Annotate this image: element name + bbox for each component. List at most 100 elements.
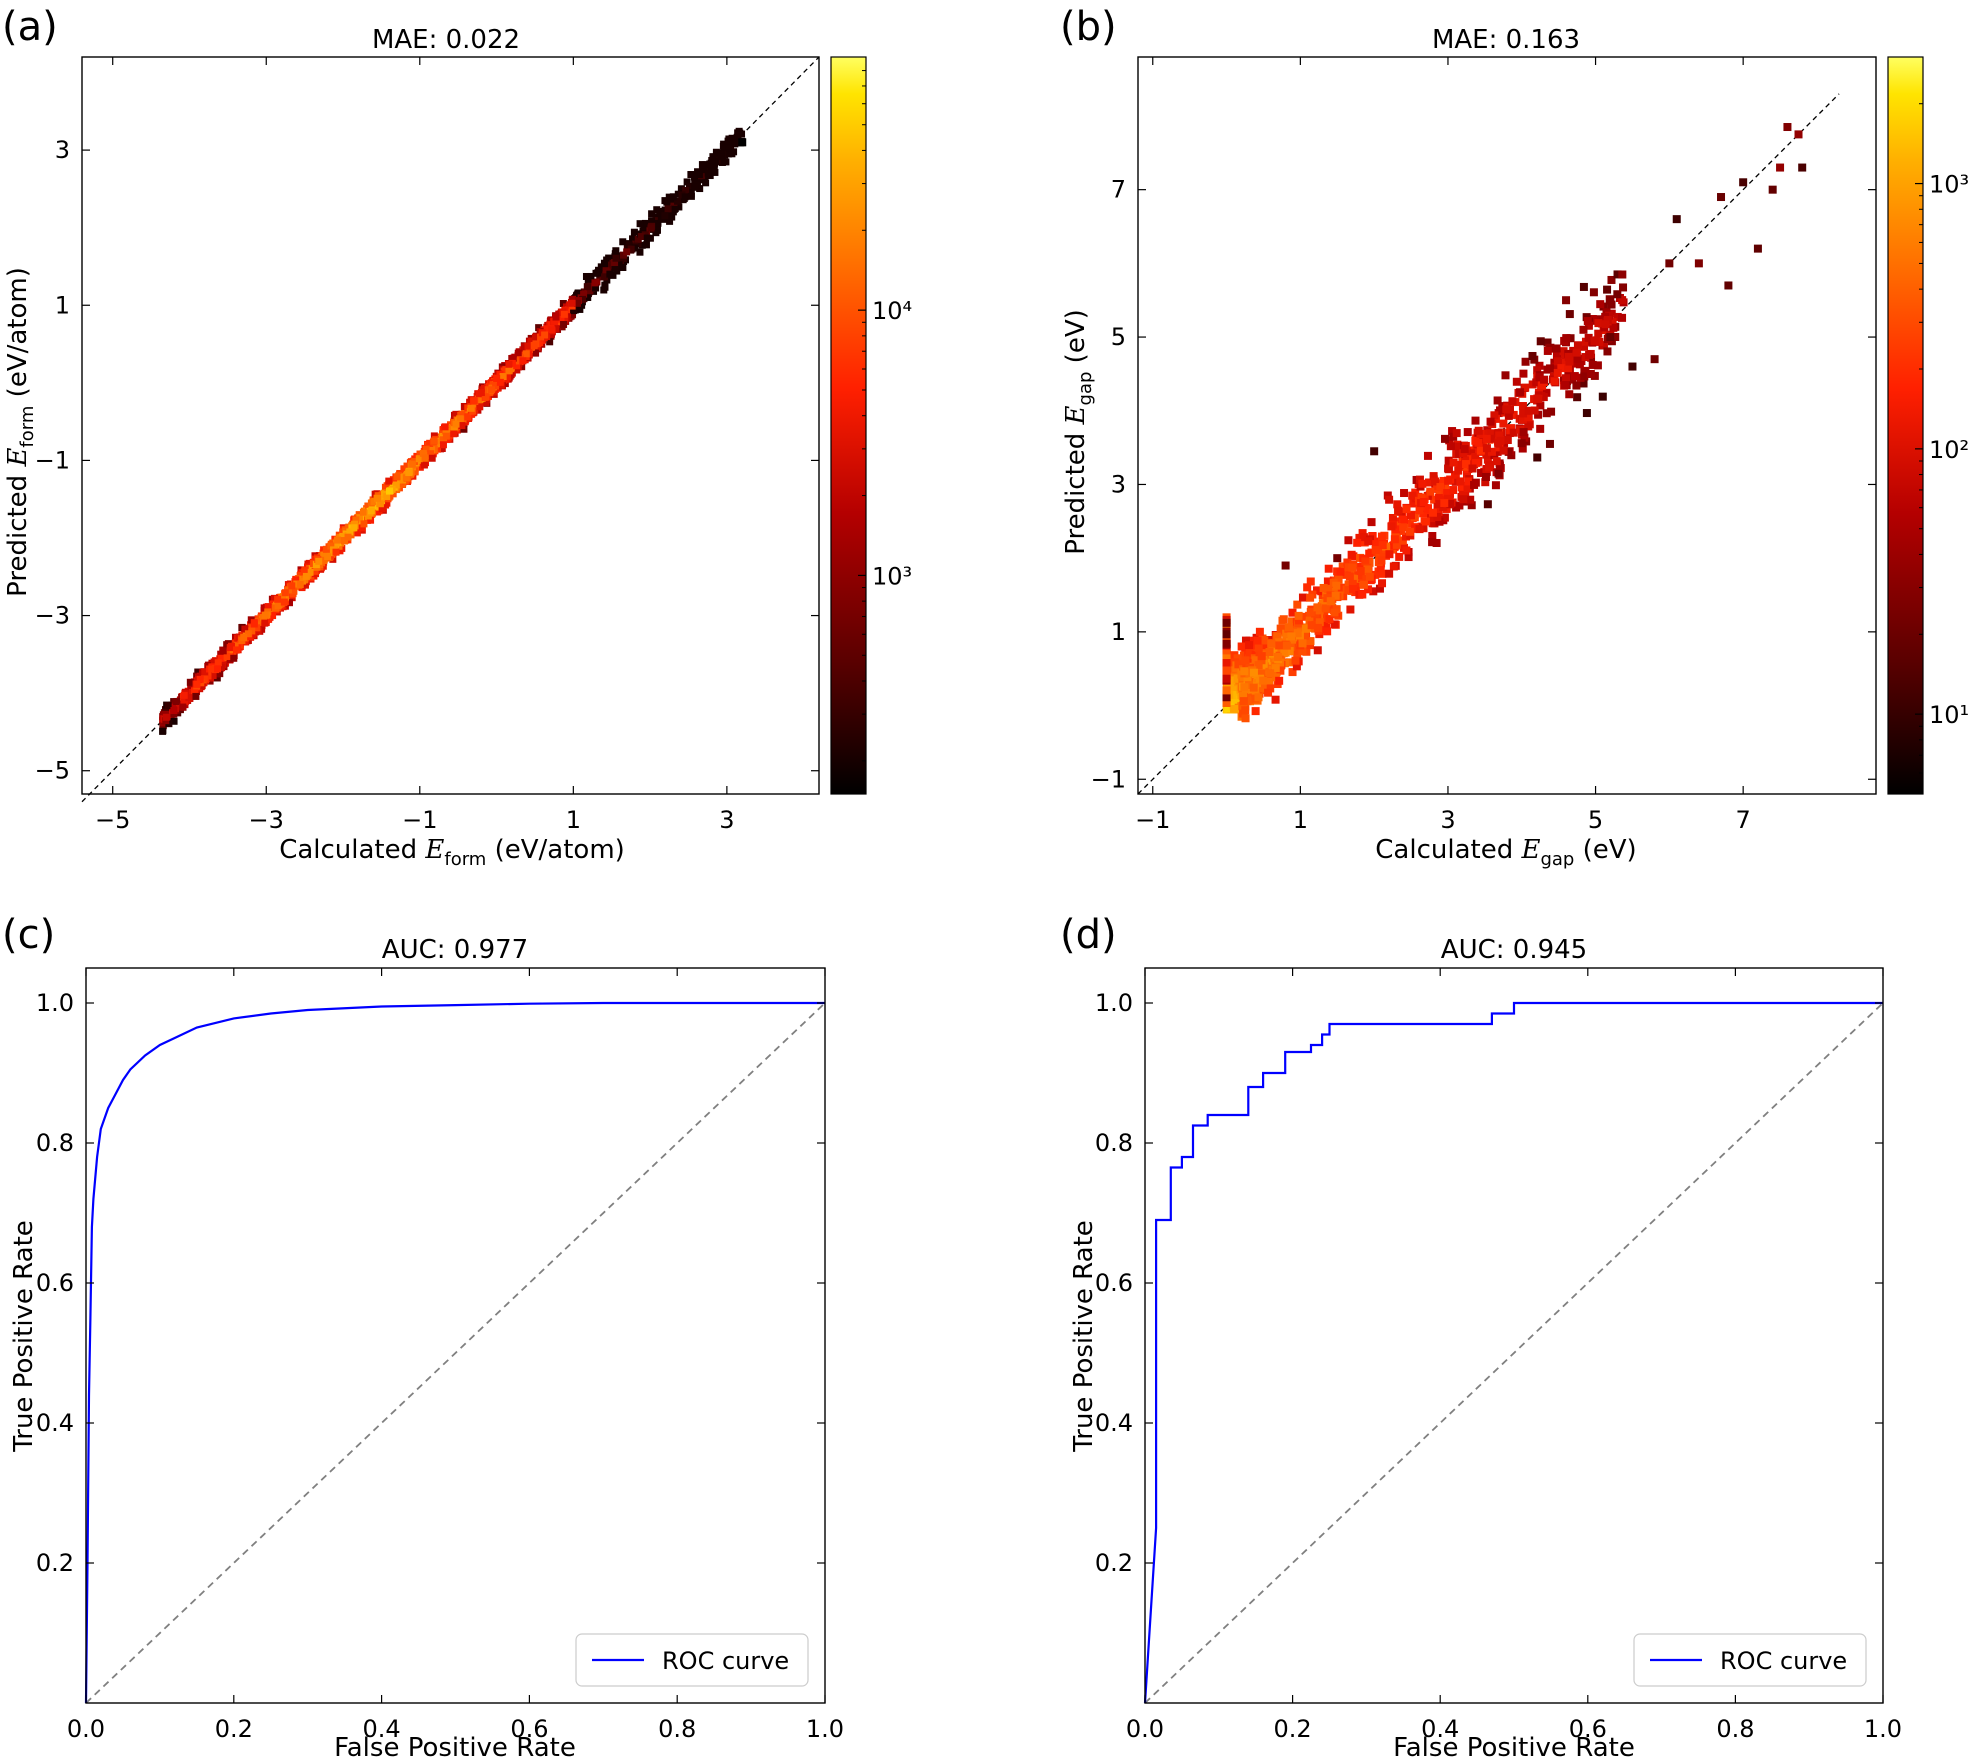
panel-b-hexbin: [1753, 244, 1762, 253]
panel-b-hexbin: [1519, 409, 1528, 418]
panel-c-legend: ROC curve: [575, 1633, 809, 1687]
panel-a-hexbin: [551, 317, 559, 325]
panel-c-ytick-label: 0.2: [36, 1549, 74, 1577]
panel-a-hexbin: [240, 634, 248, 642]
panel-b-hexbin: [1603, 347, 1612, 356]
panel-b-hexbin: [1476, 446, 1485, 455]
panel-b-hexbin: [1415, 506, 1424, 515]
panel-a-hexbin: [341, 537, 349, 545]
panel-b-hexbin: [1562, 374, 1571, 383]
panel-b-hexbin: [1375, 550, 1384, 559]
panel-a-hexbin: [661, 212, 669, 220]
panel-a-hexbin: [482, 393, 490, 401]
panel-a-hexbin: [359, 508, 367, 516]
panel-a-hexbin: [738, 138, 747, 147]
panel-a-hexbin: [416, 463, 424, 471]
panel-a-hexbin: [671, 205, 679, 213]
panel-b-hexbin: [1253, 636, 1262, 645]
panel-a-hexbin: [462, 409, 470, 417]
panel-b-hexbin: [1239, 692, 1248, 701]
panel-a-hexbin: [514, 349, 522, 357]
panel-b-hexbin: [1502, 405, 1511, 414]
panel-a-hexbin: [218, 664, 226, 672]
panel-b-hexbin: [1254, 693, 1263, 702]
panel-d-legend-box: [1633, 1633, 1867, 1687]
panel-d-ylabel: True Positive Rate: [1069, 1220, 1099, 1453]
panel-b-hexbin: [1545, 439, 1554, 448]
panel-a-hexbin: [336, 547, 344, 555]
panel-b-hexbin: [1459, 449, 1468, 458]
panel-b-hexbin: [1463, 428, 1472, 437]
panel-a-hexbin: [592, 284, 600, 292]
panel-b-hexbin: [1239, 697, 1248, 706]
panel-b-hexbin: [1650, 355, 1659, 364]
panel-a-hexbin: [524, 342, 532, 350]
panel-b-hexbin: [1287, 632, 1296, 641]
panel-b-hexbin: [1565, 390, 1574, 399]
panel-b-hexbin: [1428, 538, 1437, 547]
panel-a-hexbin: [569, 311, 577, 319]
panel-b-hexbin: [1462, 469, 1471, 478]
panel-b-hexbin: [1518, 402, 1527, 411]
panel-b-hexbin: [1402, 546, 1411, 555]
panel-a-hexbin: [695, 171, 703, 179]
panel-b-hexbin: [1306, 641, 1315, 650]
panel-b-hexbin: [1694, 259, 1703, 268]
panel-a-hexbin: [586, 287, 594, 295]
panel-b-hexbin: [1254, 661, 1263, 670]
panel-b-hexbin: [1271, 695, 1280, 704]
panel-a-hexbin: [500, 367, 508, 375]
panel-b-hexbin: [1294, 611, 1303, 620]
panel-a-hexbin: [631, 244, 639, 252]
panel-b-hexbin: [1371, 570, 1380, 579]
panel-a-xtick-label: −5: [95, 806, 130, 834]
panel-b-hexbin: [1432, 538, 1441, 547]
panel-a-hexbin: [641, 219, 649, 227]
panel-b-hexbin: [1353, 538, 1362, 547]
panel-b-hexbin: [1611, 332, 1620, 341]
panel-a-hexbin: [721, 145, 729, 153]
panel-a-hexbin: [346, 528, 354, 536]
panel-b-hexbin: [1346, 605, 1355, 614]
panel-b-hexbin: [1495, 431, 1504, 440]
panel-a-hexbin: [711, 168, 719, 176]
panel-a-colorbar-ticks: 10³ 10⁴: [858, 70, 912, 762]
panel-b-hexbin: [1543, 338, 1552, 347]
panel-a-hexbin: [193, 680, 201, 688]
panel-b-hexbin: [1524, 406, 1533, 415]
panel-a-hexbin: [402, 474, 410, 482]
panel-b-hexbin: [1550, 377, 1559, 386]
panel-a-hexbin: [623, 248, 631, 256]
panel-b-hexbin: [1226, 659, 1235, 668]
panel-a-hexbin: [373, 508, 381, 516]
panel-a-hexbin: [180, 691, 188, 699]
panel-a-hexbin: [470, 397, 478, 405]
panel-b-hexbin: [1240, 683, 1249, 692]
panel-b-hexbin: [1428, 508, 1437, 517]
panel-d-ytick-label: 1.0: [1095, 989, 1133, 1017]
panel-b-hexbin: [1573, 393, 1582, 402]
panel-b-hexbin: [1411, 524, 1420, 533]
panel-b-hexbin: [1572, 348, 1581, 357]
panel-a-hexbin: [686, 183, 694, 191]
panel-a-ytick-label: 1: [55, 291, 70, 319]
panel-a-hexbin: [292, 576, 300, 584]
panel-a-hexbin: [352, 516, 360, 524]
panel-d-ytick-label: 0.4: [1095, 1409, 1133, 1437]
panel-b-hexbin: [1393, 500, 1402, 509]
panel-a-hexbin: [712, 148, 720, 156]
panel-b-hexbin: [1276, 624, 1285, 633]
panel-b-hexbin: [1388, 513, 1397, 522]
panel-a-hexbin: [442, 427, 450, 435]
panel-a-hexbin: [582, 272, 590, 280]
panel-a-hexbin: [648, 217, 656, 225]
panel-b-hexbin: [1540, 375, 1549, 384]
panel-c-title: AUC: 0.977: [382, 935, 528, 965]
panel-a-formation-energy-parity: MAE: 0.022 −5 −3 −1 1 3 −5 −3 −1 1 3 Calculated E…: [3, 25, 912, 870]
panel-a-hexbin: [601, 281, 609, 289]
panel-a-hexbin: [350, 524, 358, 532]
panel-b-hexbin: [1315, 618, 1324, 627]
panel-b-hexbin: [1265, 677, 1274, 686]
panel-a-hexbin: [654, 219, 662, 227]
